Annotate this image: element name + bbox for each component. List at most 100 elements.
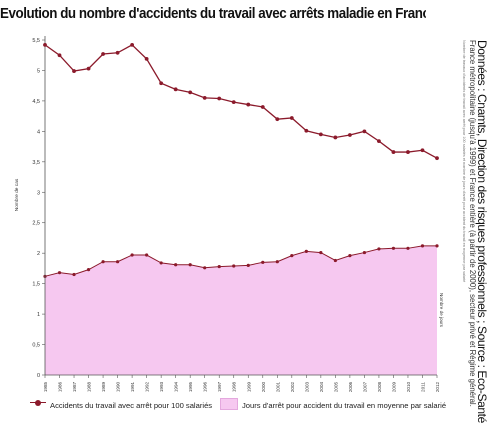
accidents-point <box>43 42 47 47</box>
accidents-point <box>347 133 352 137</box>
x-tick-label: 2000 <box>261 381 266 392</box>
y-tick-label: 5,5 <box>32 38 40 44</box>
y-tick-label: 1,5 <box>32 282 40 288</box>
accidents-point <box>202 95 207 100</box>
area-days-point <box>174 263 178 267</box>
x-tick-label: 2006 <box>348 381 353 392</box>
area-days-point <box>72 272 76 277</box>
accidents-point <box>391 150 396 154</box>
accidents-point <box>101 52 105 56</box>
x-tick-label: 2010 <box>406 381 411 392</box>
area-days-point <box>145 253 149 257</box>
area-days-point <box>275 260 279 264</box>
x-tick-label: 2005 <box>333 381 338 392</box>
x-tick-label: 1996 <box>203 381 208 392</box>
y-tick-label: 1 <box>37 312 40 318</box>
legend-dot-marker <box>35 399 41 406</box>
chart-title: Evolution du nombre d'accidents du trava… <box>0 5 426 22</box>
accidents-point <box>260 105 265 109</box>
accidents-point <box>275 117 280 122</box>
x-tick-label: 2003 <box>304 381 309 392</box>
area-days-point <box>362 250 367 255</box>
area-days-point <box>435 244 439 248</box>
area-days-point <box>159 261 163 265</box>
legend-area-swatch <box>220 398 238 410</box>
y-tick-label: 2 <box>37 251 40 257</box>
y-tick-label: 0,5 <box>32 343 40 349</box>
accidents-point <box>333 135 338 140</box>
accidents-point <box>115 50 120 55</box>
area-days-point <box>406 246 410 250</box>
x-tick-label: 1998 <box>232 381 237 392</box>
y-axis-label: Nombre de cas <box>14 178 20 211</box>
x-tick-label: 1987 <box>72 381 77 392</box>
legend-label-days: Jours d'arrêt pour accident du travail e… <box>242 401 447 410</box>
plot-area: 0 0,5 1 1,5 2 2,5 3 3,5 4 4,5 5 5,5 1985 1986 1987 1988… <box>14 36 444 392</box>
y-tick-label: 3,5 <box>32 160 40 166</box>
area-days-point <box>86 268 91 272</box>
legend: Accidents du travail avec arrêt pour 100… <box>0 396 500 414</box>
area-days-point <box>304 249 308 253</box>
x-tick-label: 1997 <box>217 381 222 392</box>
x-tick-label: 2012 <box>435 381 440 392</box>
area-days-point <box>217 264 221 269</box>
accidents-point <box>406 150 410 154</box>
area-days-point <box>232 264 236 268</box>
accidents-point <box>246 102 251 107</box>
y-tick-label: 4,5 <box>32 99 40 105</box>
accidents-point <box>420 148 425 153</box>
accidents-point <box>362 129 367 134</box>
x-tick-label: 2001 <box>275 381 280 392</box>
accidents-point <box>304 128 309 133</box>
accidents-point <box>231 100 236 105</box>
y-tick-label: 5 <box>37 68 40 74</box>
area-days-point <box>57 271 62 275</box>
area-days-point <box>246 263 250 267</box>
y-tick-label: 3 <box>37 190 40 196</box>
area-days-point <box>203 266 207 270</box>
accidents-point <box>57 53 62 58</box>
x-tick-label: 2008 <box>377 381 382 392</box>
accidents-point <box>377 139 381 144</box>
accidents-point <box>86 66 91 71</box>
x-tick-label: 1985 <box>43 381 48 392</box>
accidents-point <box>144 56 149 61</box>
area-days-point <box>130 253 134 257</box>
accidents-point <box>318 132 323 137</box>
x-tick-label: 1988 <box>87 381 92 392</box>
accidents-point <box>173 87 178 92</box>
x-tick-label: 1999 <box>246 381 251 392</box>
accidents-point <box>130 42 135 47</box>
area-days-point <box>348 254 352 258</box>
definition-note: Nombre de travaux d'accidents de travail… <box>462 40 466 283</box>
x-tick-label: 1986 <box>58 381 63 392</box>
area-days-point <box>115 260 120 264</box>
area-days-point <box>261 260 265 264</box>
x-tick-label: 1994 <box>174 381 179 392</box>
area-days-fill <box>45 245 437 375</box>
x-tick-label: 1993 <box>159 381 164 392</box>
accidents-point <box>188 90 193 95</box>
x-tick-label: 1991 <box>130 381 135 392</box>
x-tick-label: 2007 <box>362 381 367 392</box>
accidents-line <box>44 44 438 159</box>
accidents-point <box>289 116 294 120</box>
x-tick-label: 2009 <box>391 381 396 392</box>
y-tick-label: 0 <box>37 373 40 379</box>
source-text: Données : Cnamts, Direction des risques … <box>475 40 489 423</box>
x-tick-label: 2002 <box>290 381 295 392</box>
area-days-point <box>377 247 381 251</box>
accidents-point <box>217 96 222 101</box>
legend-label-accidents: Accidents du travail avec arrêt pour 100… <box>50 401 213 410</box>
y-tick-label: 4 <box>37 129 40 135</box>
x-tick-label: 2004 <box>319 381 324 392</box>
area-days-line <box>44 245 437 277</box>
area-days-point <box>188 263 192 267</box>
area-days-point <box>101 260 105 264</box>
x-tick-label: 1992 <box>145 381 150 392</box>
area-days-point <box>420 244 425 248</box>
area-days-point <box>391 246 396 250</box>
x-tick-label: 1989 <box>101 381 106 392</box>
area-days-point <box>333 258 337 263</box>
